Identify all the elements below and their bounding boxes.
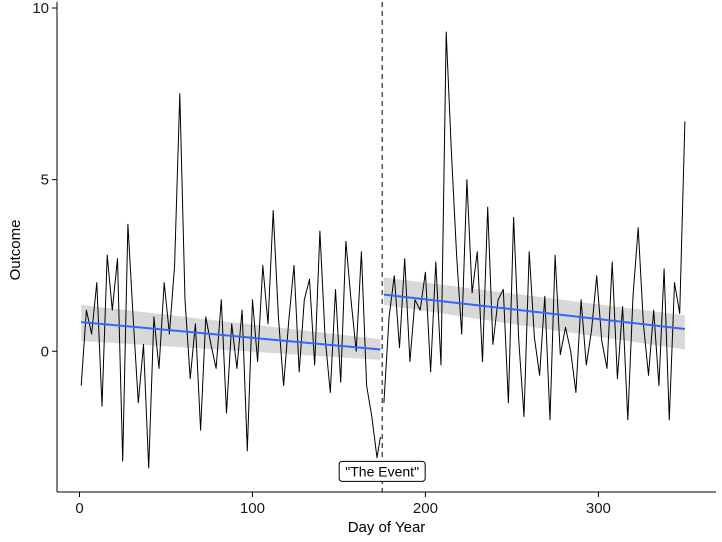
trend-line-2	[383, 293, 685, 330]
event-label-box	[338, 460, 426, 482]
x-tick-label: 200	[413, 500, 438, 517]
y-axis-title: Outcome	[7, 220, 24, 281]
event-marker: "The Event"	[338, 2, 426, 492]
y-axis-ticks: 0 5 10	[32, 0, 57, 360]
x-axis-title: Day of Year	[348, 519, 426, 536]
data-series	[80, 31, 686, 469]
x-tick-label: 100	[240, 500, 265, 517]
y-tick-label: 0	[41, 343, 49, 360]
series-line-2	[383, 31, 686, 421]
x-axis-ticks: 0 100 200 300	[75, 492, 611, 517]
series-line-1	[80, 93, 381, 469]
y-tick-label: 10	[32, 0, 49, 17]
trend-line-1	[81, 321, 381, 351]
y-tick-label: 5	[41, 172, 49, 189]
axes	[56, 2, 716, 493]
x-tick-label: 0	[75, 500, 83, 517]
x-tick-label: 300	[586, 500, 611, 517]
trend-lines	[81, 293, 685, 351]
event-label: "The Event"	[345, 463, 419, 479]
